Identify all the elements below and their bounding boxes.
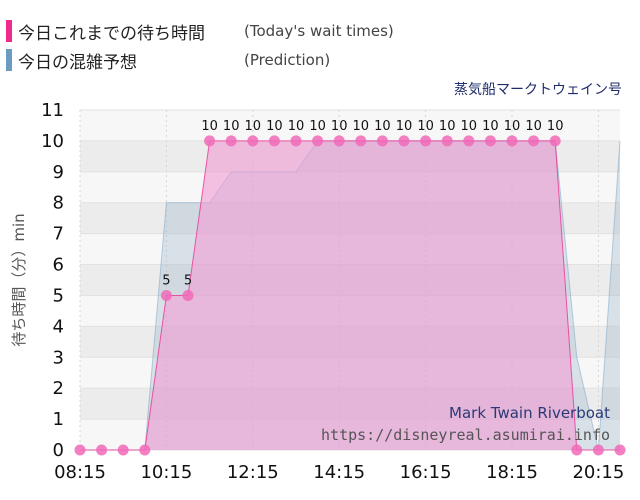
today-point	[376, 135, 388, 147]
y-tick-label: 2	[53, 378, 64, 399]
today-point	[441, 135, 453, 147]
today-point	[268, 135, 280, 147]
today-data-label: 10	[288, 119, 305, 134]
today-data-label: 10	[266, 119, 283, 134]
today-data-label: 5	[162, 273, 170, 288]
today-data-label: 10	[439, 119, 456, 134]
legend-today: 今日これまでの待ち時間 (Today's wait times)	[6, 19, 394, 44]
y-tick-label: 10	[41, 131, 64, 152]
today-point	[549, 135, 561, 147]
x-tick-label: 12:15	[227, 462, 279, 483]
plot-band	[80, 110, 620, 141]
today-data-label: 5	[184, 273, 192, 288]
today-data-label: 10	[245, 119, 262, 134]
today-data-label: 10	[461, 119, 478, 134]
today-point	[117, 444, 129, 456]
today-point	[290, 135, 302, 147]
today-data-label: 10	[223, 119, 240, 134]
legend-today-swatch	[6, 20, 12, 42]
today-data-label: 10	[201, 119, 218, 134]
today-point	[160, 289, 172, 301]
watermark-english-name: Mark Twain Riverboat	[449, 404, 610, 422]
today-data-label: 10	[374, 119, 391, 134]
today-point	[225, 135, 237, 147]
legend-today-title: 今日これまでの待ち時間	[18, 23, 205, 44]
today-point	[96, 444, 108, 456]
today-point	[247, 135, 259, 147]
y-tick-label: 3	[53, 347, 64, 368]
today-point	[420, 135, 432, 147]
today-data-label: 10	[504, 119, 521, 134]
y-tick-label: 7	[53, 224, 64, 245]
today-point	[506, 135, 518, 147]
watermark-url: https://disneyreal.asumirai.info	[321, 426, 610, 444]
today-data-label: 10	[331, 119, 348, 134]
today-point	[484, 135, 496, 147]
y-tick-label: 8	[53, 193, 64, 214]
x-tick-label: 14:15	[313, 462, 365, 483]
legend-prediction-title: 今日の混雑予想	[18, 52, 137, 73]
today-point	[312, 135, 324, 147]
y-tick-label: 9	[53, 162, 64, 183]
x-tick-label: 20:15	[572, 462, 624, 483]
legend-prediction-subtitle: (Prediction)	[244, 51, 331, 69]
y-tick-label: 6	[53, 255, 64, 276]
y-tick-label: 11	[41, 100, 64, 121]
today-data-label: 10	[353, 119, 370, 134]
today-point	[204, 135, 216, 147]
today-point	[571, 444, 583, 456]
today-point	[592, 444, 604, 456]
today-point	[333, 135, 345, 147]
today-point	[463, 135, 475, 147]
attraction-name: 蒸気船マークトウェイン号	[454, 82, 622, 98]
legend-prediction: 今日の混雑予想 (Prediction)	[6, 48, 331, 73]
today-data-label: 10	[309, 119, 326, 134]
today-data-label: 10	[482, 119, 499, 134]
y-axis-label: 待ち時間（分）min	[10, 213, 28, 346]
today-point	[528, 135, 540, 147]
today-point	[182, 289, 194, 301]
y-tick-label: 1	[53, 409, 64, 430]
y-tick-label: 5	[53, 285, 64, 306]
x-tick-label: 08:15	[54, 462, 106, 483]
today-data-label: 10	[396, 119, 413, 134]
today-point	[398, 135, 410, 147]
today-data-label: 10	[547, 119, 564, 134]
y-tick-label: 0	[53, 440, 64, 461]
x-tick-label: 10:15	[140, 462, 192, 483]
legend-today-subtitle: (Today's wait times)	[244, 22, 394, 40]
x-tick-label: 16:15	[400, 462, 452, 483]
today-point	[74, 444, 86, 456]
x-tick-label: 18:15	[486, 462, 538, 483]
y-tick-label: 4	[53, 316, 64, 337]
today-data-label: 10	[417, 119, 434, 134]
today-area	[80, 140, 620, 450]
legend-prediction-swatch	[6, 49, 12, 71]
today-point	[139, 444, 151, 456]
today-point	[355, 135, 367, 147]
today-point	[614, 444, 626, 456]
today-data-label: 10	[525, 119, 542, 134]
